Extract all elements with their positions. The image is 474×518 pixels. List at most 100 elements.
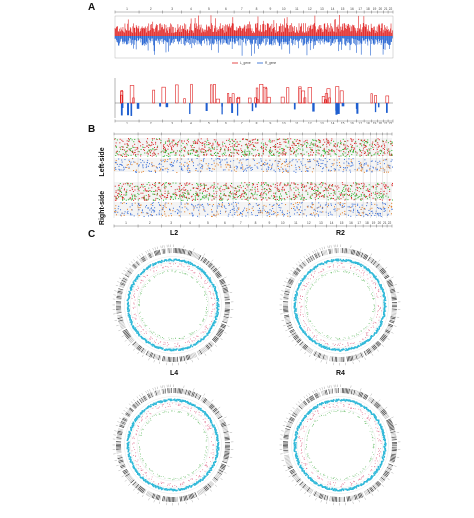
track-point — [344, 202, 346, 204]
gain-segment — [227, 93, 230, 104]
track-point — [136, 163, 138, 165]
track-point — [173, 160, 175, 162]
track-point — [136, 162, 138, 164]
track-point — [247, 186, 249, 188]
track-point — [261, 182, 263, 184]
chromosome-label: 1 — [125, 221, 127, 225]
chromosome-label: 9 — [269, 122, 271, 125]
track-point — [200, 138, 202, 140]
track-point — [122, 153, 124, 155]
track-point — [159, 190, 161, 192]
track-point — [305, 189, 307, 191]
ideogram-band — [193, 252, 197, 258]
track-point — [177, 212, 179, 214]
track-point — [277, 143, 279, 145]
track-point — [366, 205, 368, 207]
pink-track-point — [210, 313, 212, 314]
track-point — [169, 183, 171, 185]
track-point — [375, 184, 377, 186]
track-point — [320, 186, 322, 188]
track-point — [249, 164, 251, 166]
track-point — [334, 169, 336, 171]
track-point — [246, 139, 248, 141]
ideogram-band — [184, 355, 187, 361]
track-point — [300, 163, 302, 165]
ideogram-band — [222, 321, 228, 324]
track-point — [233, 209, 235, 211]
track-point — [156, 190, 158, 192]
gain-segment — [175, 84, 179, 104]
track-point — [252, 194, 254, 196]
track-point — [126, 154, 128, 156]
green-track-point — [181, 337, 183, 339]
track-point — [377, 214, 379, 216]
track-point — [378, 215, 380, 217]
track-point — [322, 144, 324, 146]
cyan-track-point — [210, 327, 212, 330]
track-point — [295, 194, 297, 196]
ideogram-band — [179, 356, 181, 362]
track-point — [314, 186, 316, 188]
cyan-track-point — [170, 349, 173, 352]
track-point — [309, 160, 311, 162]
track-point — [169, 144, 171, 146]
loss-segment — [335, 103, 338, 115]
track-point — [289, 162, 291, 164]
track-point — [131, 150, 133, 152]
track-point — [366, 142, 368, 144]
track-point — [347, 184, 349, 186]
track-point — [282, 152, 284, 154]
track-point — [331, 148, 333, 150]
green-track-point — [193, 331, 195, 333]
ideogram-band — [222, 319, 228, 323]
pink-track-point — [211, 310, 213, 312]
green-track-point — [206, 296, 208, 298]
track-point — [300, 211, 302, 213]
track-point — [348, 163, 350, 165]
track-point — [257, 190, 259, 192]
track-point — [307, 170, 309, 172]
track-point — [355, 182, 357, 184]
track-point — [254, 186, 256, 188]
track-point — [277, 211, 279, 213]
track-point — [330, 204, 332, 206]
pink-track-point — [154, 340, 156, 342]
track-point — [360, 188, 362, 190]
track-point — [253, 139, 255, 141]
track-point — [205, 151, 207, 153]
track-point — [176, 161, 178, 163]
track-point — [220, 149, 222, 151]
track-point — [148, 197, 150, 199]
track-point — [389, 190, 391, 192]
track-point — [330, 142, 332, 144]
ideogram-band — [117, 317, 123, 319]
track-point — [286, 196, 288, 198]
track-point — [269, 150, 271, 152]
track-point — [187, 141, 189, 143]
gain-segment — [210, 84, 213, 104]
track-point — [358, 214, 360, 216]
track-point — [213, 197, 215, 199]
track-point — [378, 154, 380, 156]
track-point — [319, 183, 321, 185]
track-point — [278, 188, 280, 190]
track-point — [374, 153, 376, 155]
track-point — [117, 211, 119, 213]
track-point — [230, 155, 232, 157]
ideogram-band — [206, 261, 211, 266]
track-point — [258, 153, 260, 155]
cyan-track-point — [138, 335, 140, 337]
track-point — [313, 152, 315, 154]
track-point — [365, 195, 367, 197]
pink-track-point — [214, 308, 216, 310]
track-point — [115, 161, 117, 163]
green-track-point — [200, 285, 202, 287]
track-point — [124, 159, 126, 161]
track-point — [292, 146, 294, 148]
track-point — [329, 184, 331, 186]
track-point — [245, 159, 247, 161]
track-point — [311, 154, 313, 156]
track-point — [326, 166, 328, 168]
cyan-track-point — [149, 342, 151, 345]
track-point — [289, 215, 291, 217]
